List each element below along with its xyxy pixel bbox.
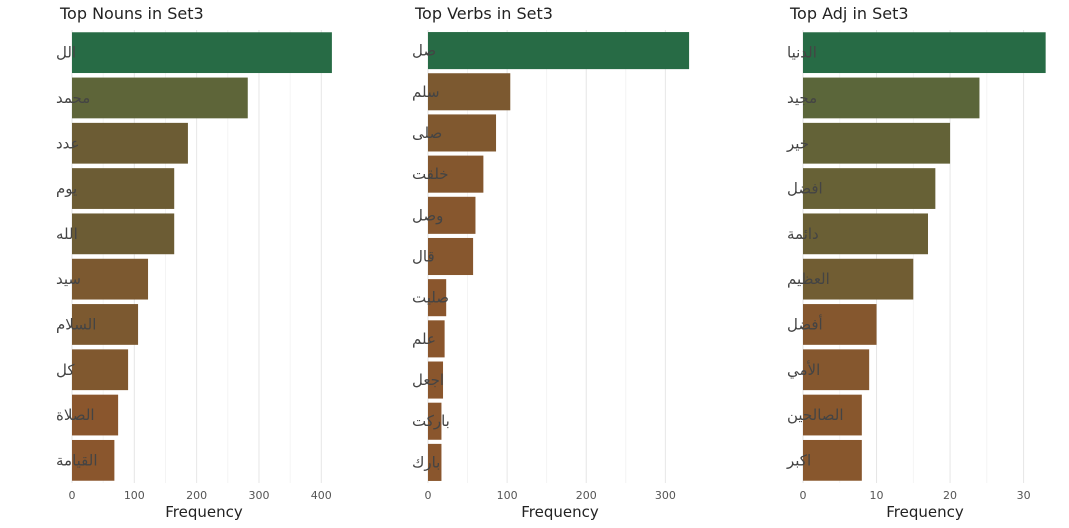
x-tick-label: 20 [943, 489, 957, 502]
bar-3 [803, 122, 951, 164]
bar-4 [803, 168, 936, 209]
x-tick-label: 300 [248, 489, 269, 502]
bar-10 [72, 439, 115, 481]
bar-2 [803, 77, 980, 119]
bar-6 [428, 237, 474, 276]
bar-8 [72, 349, 129, 391]
category-label: اجعل [412, 371, 444, 389]
category-label: كل [56, 361, 75, 379]
bar-10 [428, 402, 442, 440]
x-tick-label: 0 [69, 489, 76, 502]
category-label: افضل [787, 180, 823, 198]
x-axis-label: Frequency [886, 503, 964, 521]
bar-6 [72, 258, 149, 300]
category-label: محمد [56, 89, 90, 107]
category-label: وصل [412, 206, 443, 224]
bar-8 [428, 320, 445, 358]
chart-title: Top Adj in Set3 [789, 4, 909, 23]
category-label: باركت [412, 412, 450, 430]
category-label: اكبر [786, 451, 811, 469]
x-tick-label: 200 [186, 489, 207, 502]
x-tick-label: 400 [311, 489, 332, 502]
chart-panel-1: الل محمد عدد يوم الله سيد السلام كل الصلاة القيام… [56, 4, 332, 521]
category-label: خير [786, 134, 809, 152]
category-label: الصالحين [787, 406, 844, 424]
category-label: القيامة [56, 451, 98, 469]
x-tick-label: 0 [800, 489, 807, 502]
bar-9 [428, 361, 444, 399]
bar-9 [72, 394, 119, 436]
x-axis-label: Frequency [521, 503, 599, 521]
bar-2 [428, 73, 511, 111]
bar-5 [428, 196, 476, 234]
category-label: خلقت [412, 165, 449, 183]
category-label: صل [412, 42, 436, 60]
bar-3 [72, 122, 188, 164]
bar-6 [803, 258, 914, 300]
bar-8 [803, 349, 870, 391]
bar-5 [72, 213, 175, 255]
category-label: مجيد [787, 89, 817, 107]
chart-panel-2: صل سلم صلى خلقت وصل قال صليت علم اجعل باركت بارك 0 1… [412, 4, 690, 521]
bar-1 [428, 32, 690, 70]
x-axis-label: Frequency [165, 503, 243, 521]
category-label: عدد [56, 134, 80, 152]
x-tick-label: 200 [576, 489, 597, 502]
bar-3 [428, 114, 497, 152]
x-tick-label: 300 [655, 489, 676, 502]
x-tick-label: 100 [124, 489, 145, 502]
chart-title: Top Verbs in Set3 [414, 4, 553, 23]
category-label: صلى [412, 124, 442, 142]
category-label: السلام [56, 315, 96, 333]
category-label: الل [56, 44, 76, 62]
bar-4 [72, 168, 175, 209]
category-label: قال [412, 248, 435, 266]
bar-9 [803, 394, 862, 436]
bar-7 [72, 304, 139, 345]
bar-5 [803, 213, 928, 255]
category-label: سلم [412, 83, 440, 101]
category-label: أفضل [787, 314, 823, 333]
bar-4 [428, 155, 484, 193]
bar-7 [803, 304, 877, 345]
category-label: الأمي [787, 360, 820, 380]
category-label: دائمة [787, 225, 819, 243]
x-tick-label: 30 [1017, 489, 1031, 502]
category-label: الله [56, 225, 78, 243]
category-label: بارك [412, 453, 440, 471]
bar-10 [803, 439, 862, 481]
bar-1 [803, 32, 1046, 74]
category-label: الدنيا [787, 44, 817, 62]
category-label: العظيم [787, 270, 830, 288]
chart-panel-3: الدنيا مجيد خير افضل دائمة العظيم أفضل الأمي الص… [786, 4, 1046, 521]
category-label: علم [412, 330, 436, 348]
bar-7 [428, 279, 447, 317]
x-tick-label: 100 [497, 489, 518, 502]
category-label: الصلاة [56, 406, 95, 424]
category-label: سيد [56, 270, 81, 288]
bar-2 [72, 77, 248, 119]
chart-title: Top Nouns in Set3 [59, 4, 204, 23]
x-tick-label: 0 [425, 489, 432, 502]
x-tick-label: 10 [870, 489, 884, 502]
bar-11 [428, 443, 442, 481]
category-label: يوم [56, 180, 77, 198]
category-label: صليت [412, 289, 449, 307]
bar-1 [72, 32, 332, 74]
